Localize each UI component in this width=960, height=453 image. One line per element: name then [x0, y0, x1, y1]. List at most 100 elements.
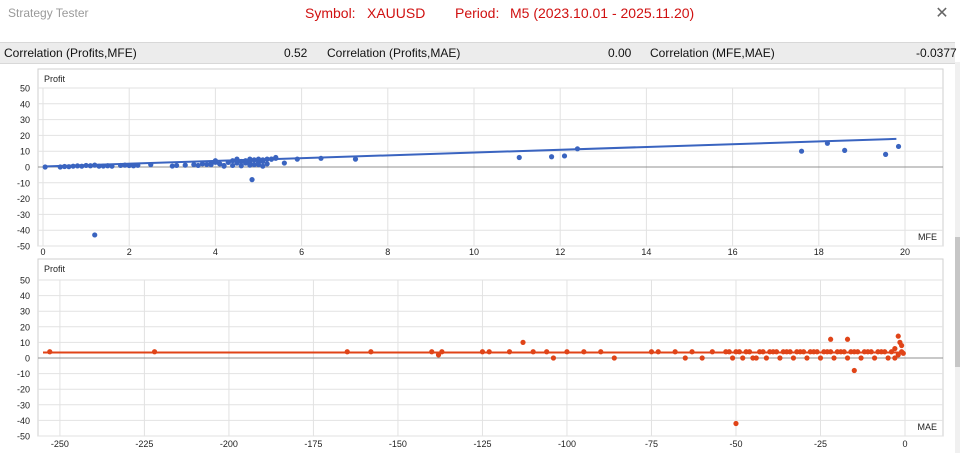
mfe-xtick-label-6: 12 [555, 247, 565, 257]
mae-ytick-label-1: 40 [20, 291, 30, 301]
mfe-point-47 [230, 162, 236, 169]
mfe-xtick-label-4: 8 [385, 247, 390, 257]
mae-point-27 [730, 355, 736, 361]
mfe-point-22 [182, 162, 188, 168]
mfe-ytick-label-5: 0 [25, 163, 30, 173]
window-title: Strategy Tester [8, 6, 89, 20]
correlation-bar: Correlation (Profits,MFE) 0.52 Correlati… [0, 42, 957, 64]
mfe-scatter-chart: 50 40 30 20 10 0 -10 -20 -30 -40 -50 0 2 4 6 8 10 12 14 16 1… [17, 68, 944, 257]
mfe-point-71 [561, 153, 568, 159]
mae-xtick-label-0: -250 [51, 439, 69, 449]
mae-xtick-label-10: 0 [902, 439, 907, 449]
mfe-xtick-label-7: 14 [641, 247, 651, 257]
mfe-ytick-label-7: -20 [17, 194, 30, 204]
mfe-ytick-label-6: -10 [17, 178, 30, 188]
mae-xtick-label-8: -50 [729, 439, 742, 449]
mfe-ytick-label-0: 50 [20, 84, 30, 94]
mfe-point-68 [352, 156, 359, 162]
mfe-point-20 [169, 163, 175, 169]
mae-xlabel: MAE [917, 422, 937, 432]
mae-xtick-label-2: -200 [220, 439, 238, 449]
mfe-xtick-label-3: 6 [299, 247, 304, 257]
mae-point-85 [753, 355, 759, 361]
mfe-point-23 [191, 162, 197, 168]
mfe-point-25 [199, 161, 206, 167]
mfe-point-49 [247, 162, 253, 168]
mae-point-44 [790, 355, 797, 361]
mfe-point-61 [260, 163, 266, 169]
mfe-xtick-label-10: 20 [900, 247, 910, 257]
mae-point-83 [733, 420, 739, 427]
mfe-xtick-label-1: 2 [127, 247, 132, 257]
mae-point-40 [777, 355, 783, 361]
mfe-point-57 [242, 160, 249, 166]
mae-point-78 [844, 336, 851, 342]
scrollbar-thumb[interactable] [955, 237, 960, 367]
mfe-ytick-label-10: -50 [17, 242, 30, 252]
mfe-ytick-label-8: -30 [17, 210, 30, 220]
mae-point-64 [858, 355, 864, 361]
mfe-point-77 [895, 143, 902, 150]
symbol-label: Symbol: [305, 5, 356, 21]
mae-point-75 [895, 352, 901, 358]
mae-point-21 [682, 355, 688, 361]
mae-point-17 [611, 355, 617, 361]
mae-point-84 [828, 336, 834, 342]
mae-point-52 [817, 355, 824, 361]
mae-xtick-label-9: -25 [814, 439, 827, 449]
mae-ytick-label-5: 0 [25, 354, 30, 364]
corr-profits-mae-value: 0.00 [608, 46, 632, 60]
mae-point-13 [550, 355, 557, 361]
mae-ylabel: Profit [44, 264, 66, 274]
close-icon[interactable]: ✕ [935, 5, 949, 22]
corr-profits-mfe-value: 0.52 [284, 46, 308, 60]
corr-profits-mfe-label: Correlation (Profits,MFE) [4, 46, 137, 60]
mae-xtick-label-3: -175 [304, 439, 322, 449]
mfe-xtick-label-0: 0 [40, 247, 45, 257]
vertical-scrollbar[interactable] [955, 62, 960, 453]
mae-xtick-label-6: -100 [558, 439, 576, 449]
period-value: M5 (2023.10.01 - 2025.11.20) [510, 5, 695, 21]
mfe-point-75 [842, 147, 848, 154]
mae-ytick-label-4: 10 [20, 338, 30, 348]
mae-point-56 [831, 355, 837, 361]
mfe-point-51 [264, 161, 270, 167]
mae-point-68 [871, 355, 878, 361]
mae-xtick-label-5: -125 [473, 439, 491, 449]
corr-mfe-mae-value: -0.0377 [916, 46, 957, 60]
mae-xtick-label-1: -225 [135, 439, 153, 449]
mfe-point-58 [251, 162, 257, 168]
corr-mfe-mae-label: Correlation (MFE,MAE) [650, 46, 775, 60]
mfe-point-24 [195, 162, 201, 169]
mfe-ytick-label-2: 30 [20, 115, 30, 125]
mfe-xtick-label-8: 16 [728, 247, 738, 257]
mfe-xtick-label-5: 10 [469, 247, 479, 257]
mfe-point-73 [798, 148, 805, 154]
mfe-point-64 [92, 232, 98, 238]
mae-point-30 [740, 355, 746, 361]
mae-ytick-label-7: -20 [17, 385, 30, 395]
mae-point-74 [892, 355, 898, 361]
mfe-point-63 [249, 177, 255, 183]
corr-profits-mae-label: Correlation (Profits,MAE) [327, 46, 461, 60]
mae-ytick-label-3: 20 [20, 322, 30, 332]
mfe-point-54 [217, 161, 223, 167]
mfe-trendline [42, 137, 897, 168]
mae-point-10 [520, 339, 526, 345]
mfe-point-53 [208, 162, 214, 168]
mae-point-48 [804, 355, 810, 361]
mae-ytick-label-2: 30 [20, 307, 30, 317]
mfe-point-46 [221, 163, 227, 169]
mfe-xtick-label-2: 4 [213, 247, 218, 257]
mae-ytick-label-6: -10 [17, 369, 30, 379]
mfe-point-65 [281, 160, 287, 166]
title-bar: Strategy Tester Symbol: XAUUSD Period: M… [0, 0, 960, 28]
mfe-point-21 [174, 162, 180, 169]
mfe-point-70 [548, 154, 555, 160]
mae-xtick-label-7: -75 [645, 439, 658, 449]
mfe-ytick-label-3: 20 [20, 131, 30, 141]
mae-point-36 [763, 355, 770, 361]
symbol-value: XAUUSD [367, 5, 426, 21]
